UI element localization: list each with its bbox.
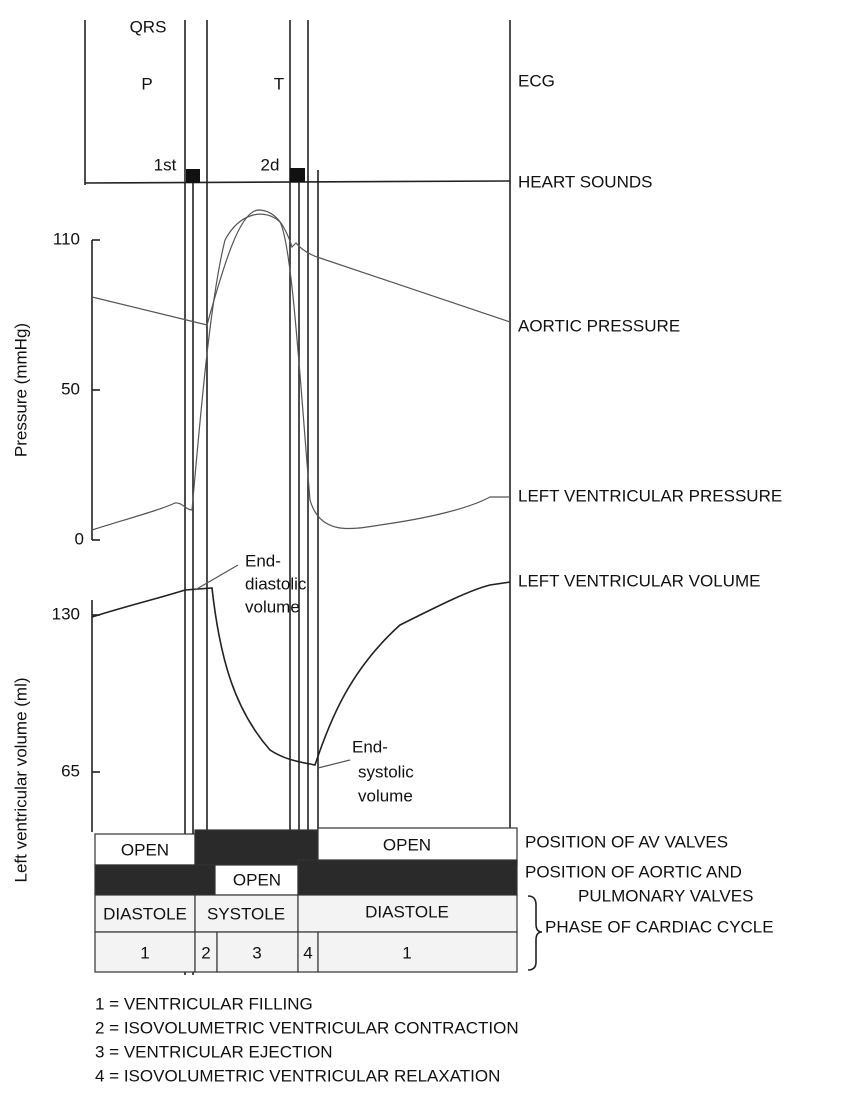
- cell: 3: [252, 943, 261, 962]
- cell: 2: [201, 943, 210, 962]
- valve-table: OPEN OPEN OPEN DIASTOLE SYSTOLE DIASTOLE…: [94, 827, 518, 973]
- annotation: End-: [352, 737, 388, 756]
- annotation: systolic: [358, 762, 414, 781]
- tick-label: 50: [61, 379, 80, 398]
- legend-item: 3 = VENTRICULAR EJECTION: [95, 1042, 333, 1061]
- trace-label: PULMONARY VALVES: [578, 886, 753, 905]
- trace-label: PHASE OF CARDIAC CYCLE: [545, 917, 774, 936]
- axis-title: Pressure (mmHg): [11, 323, 30, 457]
- axes: [91, 239, 100, 832]
- frame-lines: [84, 20, 511, 975]
- cell: OPEN: [383, 835, 431, 854]
- trace-label: LEFT VENTRICULAR PRESSURE: [518, 486, 782, 505]
- trace-label: HEART SOUNDS: [518, 172, 652, 191]
- tick-label: 110: [53, 229, 80, 248]
- annotations: End- diastolic volume End- systolic volu…: [194, 551, 414, 805]
- tick-label: 0: [75, 529, 84, 548]
- axis-title: Left ventricular volume (ml): [11, 677, 30, 882]
- annotation: volume: [245, 597, 300, 616]
- qrs-label: QRS: [130, 17, 167, 36]
- t-label: T: [274, 74, 284, 93]
- legend-item: 1 = VENTRICULAR FILLING: [95, 994, 313, 1013]
- cell: DIASTOLE: [103, 904, 187, 923]
- p-label: P: [141, 74, 152, 93]
- waveform-labels: QRS P T 1st 2d: [130, 17, 285, 174]
- axis-labels: 110 50 0 130 65 Pressure (mmHg) Left ven…: [11, 229, 84, 882]
- cell: 1: [140, 943, 149, 962]
- legend-item: 4 = ISOVOLUMETRIC VENTRICULAR RELAXATION: [95, 1066, 500, 1085]
- curves: [91, 209, 511, 766]
- annotation: volume: [358, 786, 413, 805]
- tick-label: 130: [52, 604, 80, 623]
- cell: SYSTOLE: [207, 904, 285, 923]
- brace: [527, 895, 543, 971]
- trace-label: POSITION OF AORTIC AND: [525, 862, 742, 881]
- cell: DIASTOLE: [365, 902, 449, 921]
- cell: 4: [303, 943, 312, 962]
- annotation: diastolic: [245, 574, 307, 593]
- cell: 1: [402, 943, 411, 962]
- trace-label: ECG: [518, 71, 555, 90]
- tick-label: 65: [61, 761, 80, 780]
- trace-label: LEFT VENTRICULAR VOLUME: [518, 571, 760, 590]
- cell: OPEN: [233, 870, 281, 889]
- sound-label: 1st: [154, 155, 177, 174]
- trace-label: POSITION OF AV VALVES: [525, 832, 728, 851]
- legend-item: 2 = ISOVOLUMETRIC VENTRICULAR CONTRACTIO…: [95, 1018, 519, 1037]
- sound-label: 2d: [261, 155, 280, 174]
- trace-labels: ECG HEART SOUNDS AORTIC PRESSURE LEFT VE…: [518, 71, 782, 971]
- annotation: End-: [245, 551, 281, 570]
- trace-label: AORTIC PRESSURE: [518, 316, 680, 335]
- legend: 1 = VENTRICULAR FILLING 2 = ISOVOLUMETRI…: [95, 994, 519, 1085]
- cell: OPEN: [121, 840, 169, 859]
